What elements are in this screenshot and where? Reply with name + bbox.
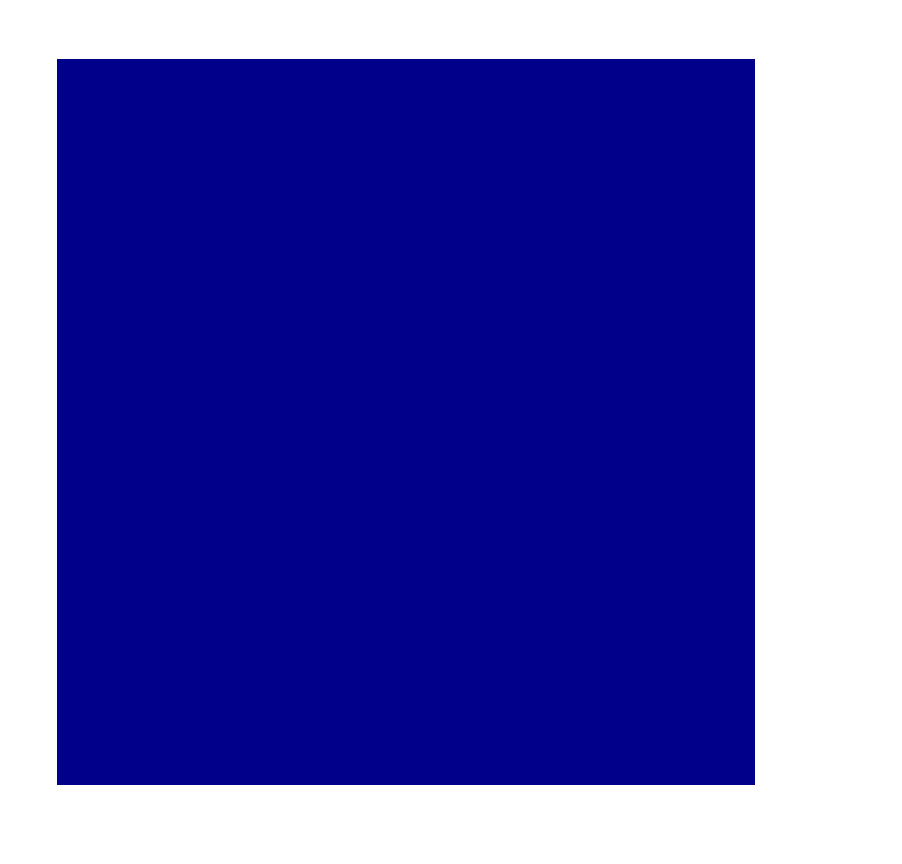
- seismogram-trace: [820, 59, 896, 785]
- spectrogram-plot[interactable]: [57, 59, 755, 785]
- spectrogram-canvas: [57, 59, 755, 785]
